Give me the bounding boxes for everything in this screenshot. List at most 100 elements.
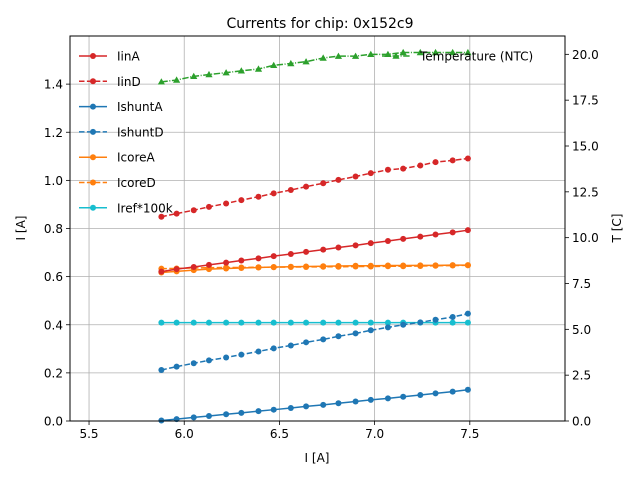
series-point-marker xyxy=(432,231,439,238)
series-point-marker xyxy=(223,354,230,361)
series-layer xyxy=(157,48,472,424)
series-point-marker xyxy=(223,265,230,272)
y-tick-label: 0.8 xyxy=(44,222,63,236)
series-point-marker xyxy=(255,255,262,262)
series-point-marker xyxy=(320,336,327,343)
series-point-marker xyxy=(255,348,262,355)
series-point-marker xyxy=(335,333,342,340)
y2-tick-label: 17.5 xyxy=(572,94,599,108)
series-point-marker xyxy=(303,263,310,270)
series-point-marker xyxy=(320,180,327,187)
series-point-marker xyxy=(464,155,471,162)
series-point-marker xyxy=(270,406,277,413)
series-point-marker xyxy=(431,48,440,56)
x-tick-label: 5.5 xyxy=(79,427,98,441)
series-point-marker xyxy=(270,264,277,270)
chart-title: Currents for chip: 0x152c9 xyxy=(226,16,413,32)
series-point-marker xyxy=(287,251,294,258)
y2-tick-label: 10.0 xyxy=(572,231,599,245)
series-point-marker xyxy=(287,263,294,270)
legend-label: IinD xyxy=(117,75,141,89)
series-point-marker xyxy=(367,319,374,326)
series-point-marker xyxy=(190,319,197,326)
series-point-marker xyxy=(287,405,294,412)
y-tick-label: 0.2 xyxy=(44,366,63,380)
series-point-marker xyxy=(90,128,96,135)
series-point-marker xyxy=(173,210,180,217)
series-point-marker xyxy=(205,357,212,364)
series-point-marker xyxy=(205,412,212,419)
legend-label: IinA xyxy=(117,50,140,64)
series-ishuntd xyxy=(158,310,471,373)
y2-axis: 0.0 2.5 5.0 7.5 10.0 12.5 15.0 17.5 20.0 xyxy=(565,48,599,429)
x-axis-label: I [A] xyxy=(305,451,330,465)
series-point-marker xyxy=(157,78,165,85)
series-point-marker xyxy=(432,159,439,166)
series-iind xyxy=(158,155,471,220)
y2-tick-label: 20.0 xyxy=(572,48,599,62)
series-point-marker xyxy=(222,69,230,76)
y-axis: 0.0 0.2 0.4 0.6 0.8 1.0 1.2 1.4 xyxy=(44,78,70,429)
series-point-marker xyxy=(255,264,262,271)
series-point-marker xyxy=(238,257,245,264)
series-point-marker xyxy=(320,319,327,326)
series-point-marker xyxy=(90,154,96,161)
legend-left: IinA IinD IshuntA IshuntD IcoreA IcoreD Iref*1… xyxy=(79,50,173,215)
series-point-marker xyxy=(449,319,456,326)
series-point-marker xyxy=(223,200,230,207)
series-point-marker xyxy=(367,50,375,58)
series-point-marker xyxy=(400,262,407,269)
y2-tick-label: 12.5 xyxy=(572,185,599,199)
y2-axis-label: T [C] xyxy=(610,214,624,244)
series-point-marker xyxy=(190,207,197,214)
x-tick-label: 6.5 xyxy=(270,427,289,441)
series-point-marker xyxy=(303,319,310,326)
y-tick-label: 0.0 xyxy=(44,415,63,429)
series-point-marker xyxy=(449,157,456,164)
series-point-marker xyxy=(237,67,245,74)
series-point-marker xyxy=(417,233,424,240)
series-point-marker xyxy=(352,173,359,180)
series-point-marker xyxy=(384,319,391,326)
series-point-marker xyxy=(335,176,342,183)
series-point-marker xyxy=(287,319,294,326)
series-point-marker xyxy=(238,319,245,326)
series-point-marker xyxy=(320,401,327,408)
series-point-marker xyxy=(190,360,197,367)
series-point-marker xyxy=(449,262,456,269)
series-point-marker xyxy=(173,319,180,326)
series-point-marker xyxy=(270,253,277,260)
series-point-marker xyxy=(255,408,262,415)
series-point-marker xyxy=(173,76,181,83)
series-point-marker xyxy=(464,262,471,269)
y-tick-label: 1.0 xyxy=(44,174,63,188)
series-point-marker xyxy=(352,398,359,405)
series-point-marker xyxy=(90,78,96,85)
series-point-marker xyxy=(303,339,310,346)
series-point-marker xyxy=(223,259,230,266)
series-point-marker xyxy=(449,388,456,395)
series-point-marker xyxy=(352,319,359,326)
y-tick-label: 0.6 xyxy=(44,270,63,284)
legend-label: Temperature (NTC) xyxy=(419,50,533,64)
series-point-marker xyxy=(417,392,424,399)
series-ishunta xyxy=(158,386,471,424)
series-point-marker xyxy=(190,264,197,270)
series-point-marker xyxy=(90,103,96,110)
series-point-marker xyxy=(303,403,310,410)
y-axis-label: I [A] xyxy=(14,216,28,241)
series-point-marker xyxy=(432,316,439,323)
y-tick-label: 1.4 xyxy=(44,78,63,92)
series-point-marker xyxy=(464,48,472,56)
series-line xyxy=(161,51,468,83)
series-point-marker xyxy=(90,53,96,59)
series-temperature-ntc xyxy=(157,48,472,85)
series-point-marker xyxy=(223,411,230,418)
series-point-marker xyxy=(303,248,310,255)
legend-label: Iref*100k xyxy=(117,201,173,215)
series-point-marker xyxy=(287,342,294,349)
legend-label: IshuntA xyxy=(117,100,163,114)
series-point-marker xyxy=(238,197,245,204)
series-point-marker xyxy=(270,190,277,197)
